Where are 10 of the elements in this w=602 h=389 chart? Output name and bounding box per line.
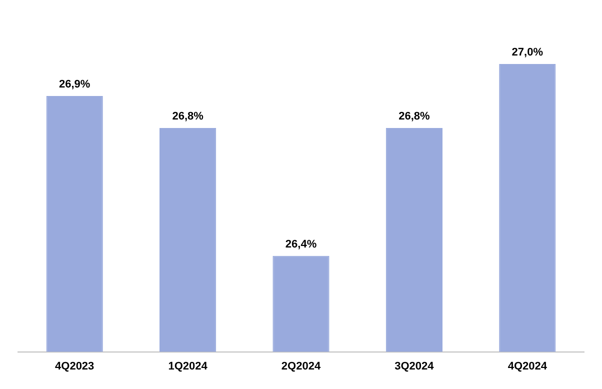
data-label: 26,8% <box>398 110 430 122</box>
data-label: 27,0% <box>512 46 544 59</box>
data-label: 26,8% <box>172 110 204 122</box>
x-tick-label: 3Q2024 <box>394 360 435 372</box>
x-tick-label: 1Q2024 <box>168 360 208 372</box>
x-tick-label: 4Q2023 <box>55 360 94 372</box>
x-tick-label: 4Q2024 <box>508 360 548 372</box>
data-label: 26,4% <box>285 238 317 250</box>
x-tick-label: 2Q2024 <box>281 360 322 372</box>
data-label: 26,9% <box>59 78 90 90</box>
